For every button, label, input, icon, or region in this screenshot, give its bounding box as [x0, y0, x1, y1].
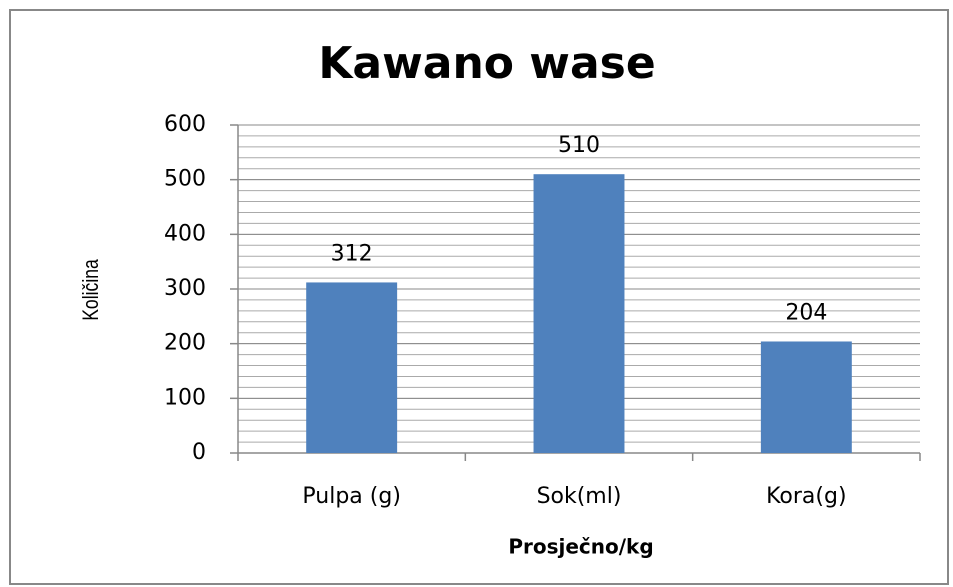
data-label: 312 [331, 241, 373, 266]
x-tick-label: Pulpa (g) [302, 484, 401, 509]
y-tick-label: 300 [164, 276, 206, 301]
x-tick-label: Kora(g) [766, 484, 846, 509]
chart-border [9, 9, 949, 585]
data-label: 204 [785, 300, 827, 325]
y-tick-label: 400 [164, 221, 206, 246]
bar [306, 282, 398, 453]
chart-title: Kawano wase [318, 38, 655, 89]
data-label: 510 [558, 133, 600, 158]
x-tick-label: Sok(ml) [537, 484, 622, 509]
y-axis-title: Količina [79, 258, 103, 320]
y-tick-label: 200 [164, 331, 206, 356]
bar [533, 174, 625, 453]
y-tick-label: 0 [192, 440, 206, 465]
y-tick-label: 100 [164, 385, 206, 410]
y-tick-label: 600 [164, 112, 206, 137]
y-tick-label: 500 [164, 167, 206, 192]
bar [760, 341, 852, 453]
x-axis-title: Prosječno/kg [508, 535, 653, 559]
